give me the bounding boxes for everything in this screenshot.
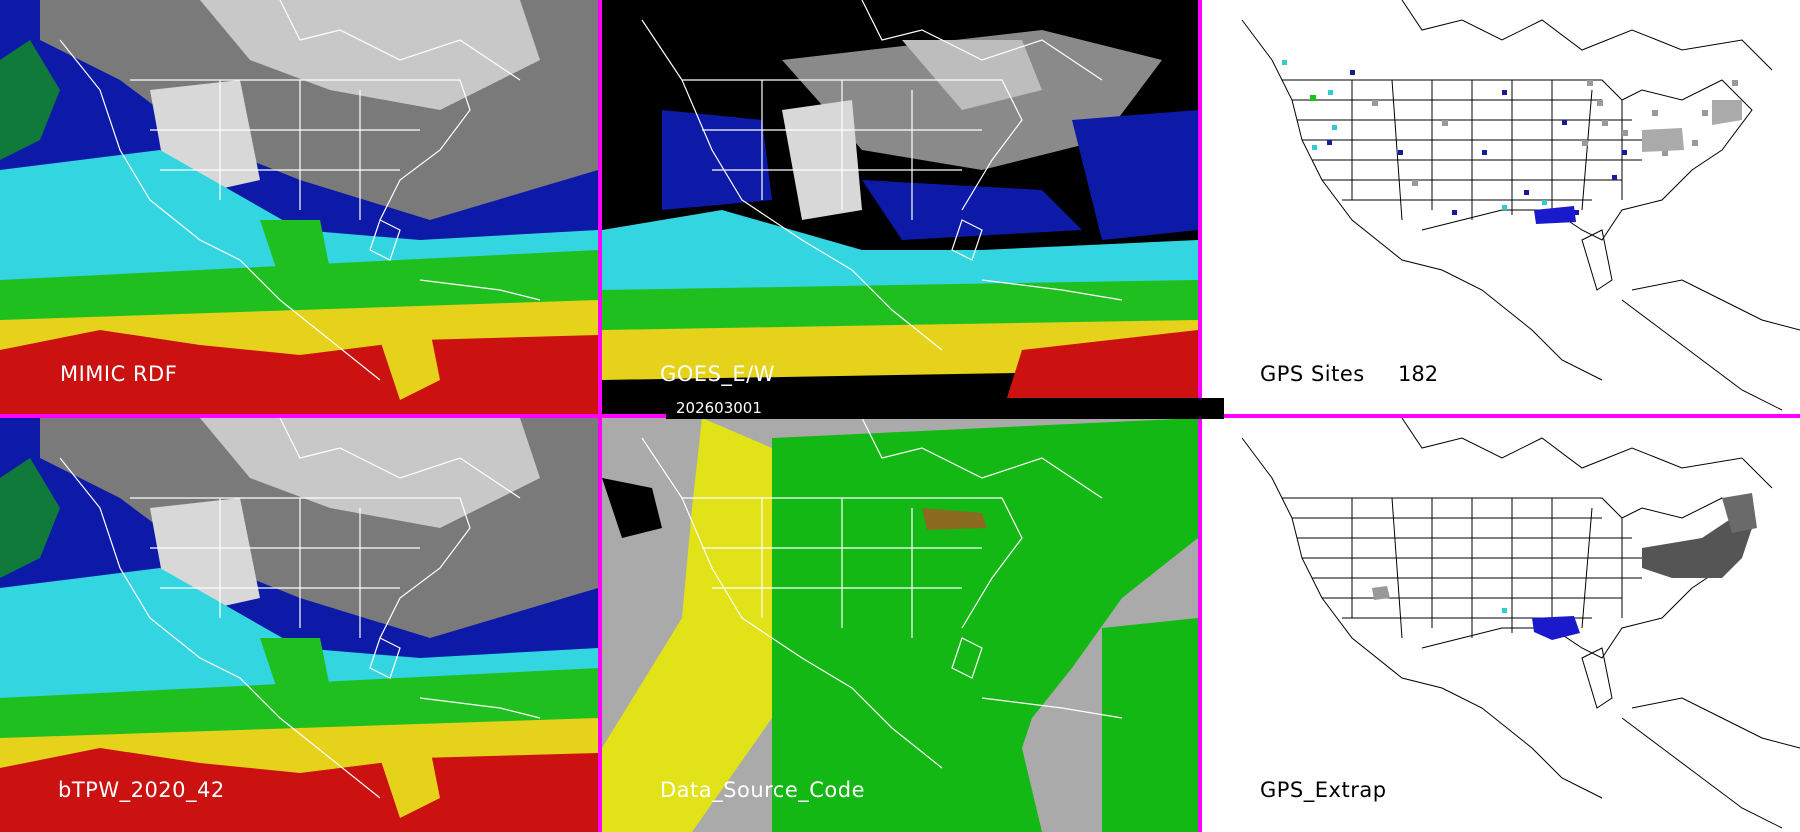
gps-extrap-map — [1241, 418, 1800, 829]
timestamp-label: 202603001 — [676, 399, 762, 417]
panel-gps-sites: GPS Sites 182 — [1202, 0, 1800, 414]
data-source-map — [602, 418, 1198, 832]
vertical-separator-left — [598, 0, 602, 832]
panel-label-goes: GOES_E/W — [660, 362, 776, 386]
gps-sites-map — [1241, 0, 1800, 411]
timestamp-bar — [666, 398, 1224, 419]
tpw-map-goes — [602, 0, 1198, 414]
gps-site-count: 182 — [1398, 362, 1439, 386]
panel-gps-extrap: GPS_Extrap — [1202, 418, 1800, 832]
panel-label-mimic: MIMIC RDF — [60, 362, 178, 386]
panel-btpw: bTPW_2020_42 — [0, 418, 598, 832]
tpw-map-mimic — [0, 0, 598, 414]
panel-goes: GOES_E/W — [602, 0, 1198, 414]
panel-label-data-source: Data_Source_Code — [660, 778, 866, 802]
panel-label-gps-extrap: GPS_Extrap — [1260, 778, 1387, 802]
tpw-map-btpw — [0, 418, 598, 832]
panel-mimic-rdf: MIMIC RDF — [0, 0, 598, 414]
panel-label-btpw: bTPW_2020_42 — [58, 778, 225, 802]
panel-data-source: Data_Source_Code — [602, 418, 1198, 832]
panel-label-gps-sites: GPS Sites — [1260, 362, 1365, 386]
